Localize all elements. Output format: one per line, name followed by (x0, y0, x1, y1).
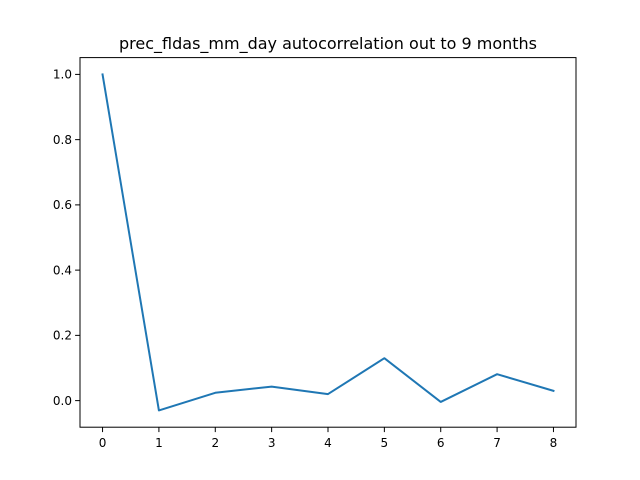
y-tick-label: 0.0 (53, 394, 72, 408)
x-tick-label: 2 (211, 436, 219, 450)
x-axis: 0 1 2 3 4 5 6 7 8 (99, 427, 558, 450)
x-tick-label: 4 (324, 436, 332, 450)
x-tick-label: 7 (493, 436, 501, 450)
chart-title: prec_fldas_mm_day autocorrelation out to… (119, 34, 537, 54)
x-tick-label: 8 (550, 436, 558, 450)
x-tick-label: 1 (155, 436, 163, 450)
x-tick-label: 3 (268, 436, 276, 450)
y-tick-label: 0.8 (53, 133, 72, 147)
series-line-0 (101, 73, 555, 412)
x-tick-label: 0 (99, 436, 107, 450)
axes-frame (79, 57, 577, 428)
plot-series (101, 73, 555, 412)
y-tick-label: 0.4 (53, 263, 72, 277)
x-tick-label: 6 (437, 436, 445, 450)
y-tick-label: 0.2 (53, 329, 72, 343)
y-tick-label: 1.0 (53, 68, 72, 82)
x-tick-label: 5 (381, 436, 389, 450)
y-tick-label: 0.6 (53, 198, 72, 212)
y-axis: 0.0 0.2 0.4 0.6 0.8 1.0 (53, 68, 80, 408)
